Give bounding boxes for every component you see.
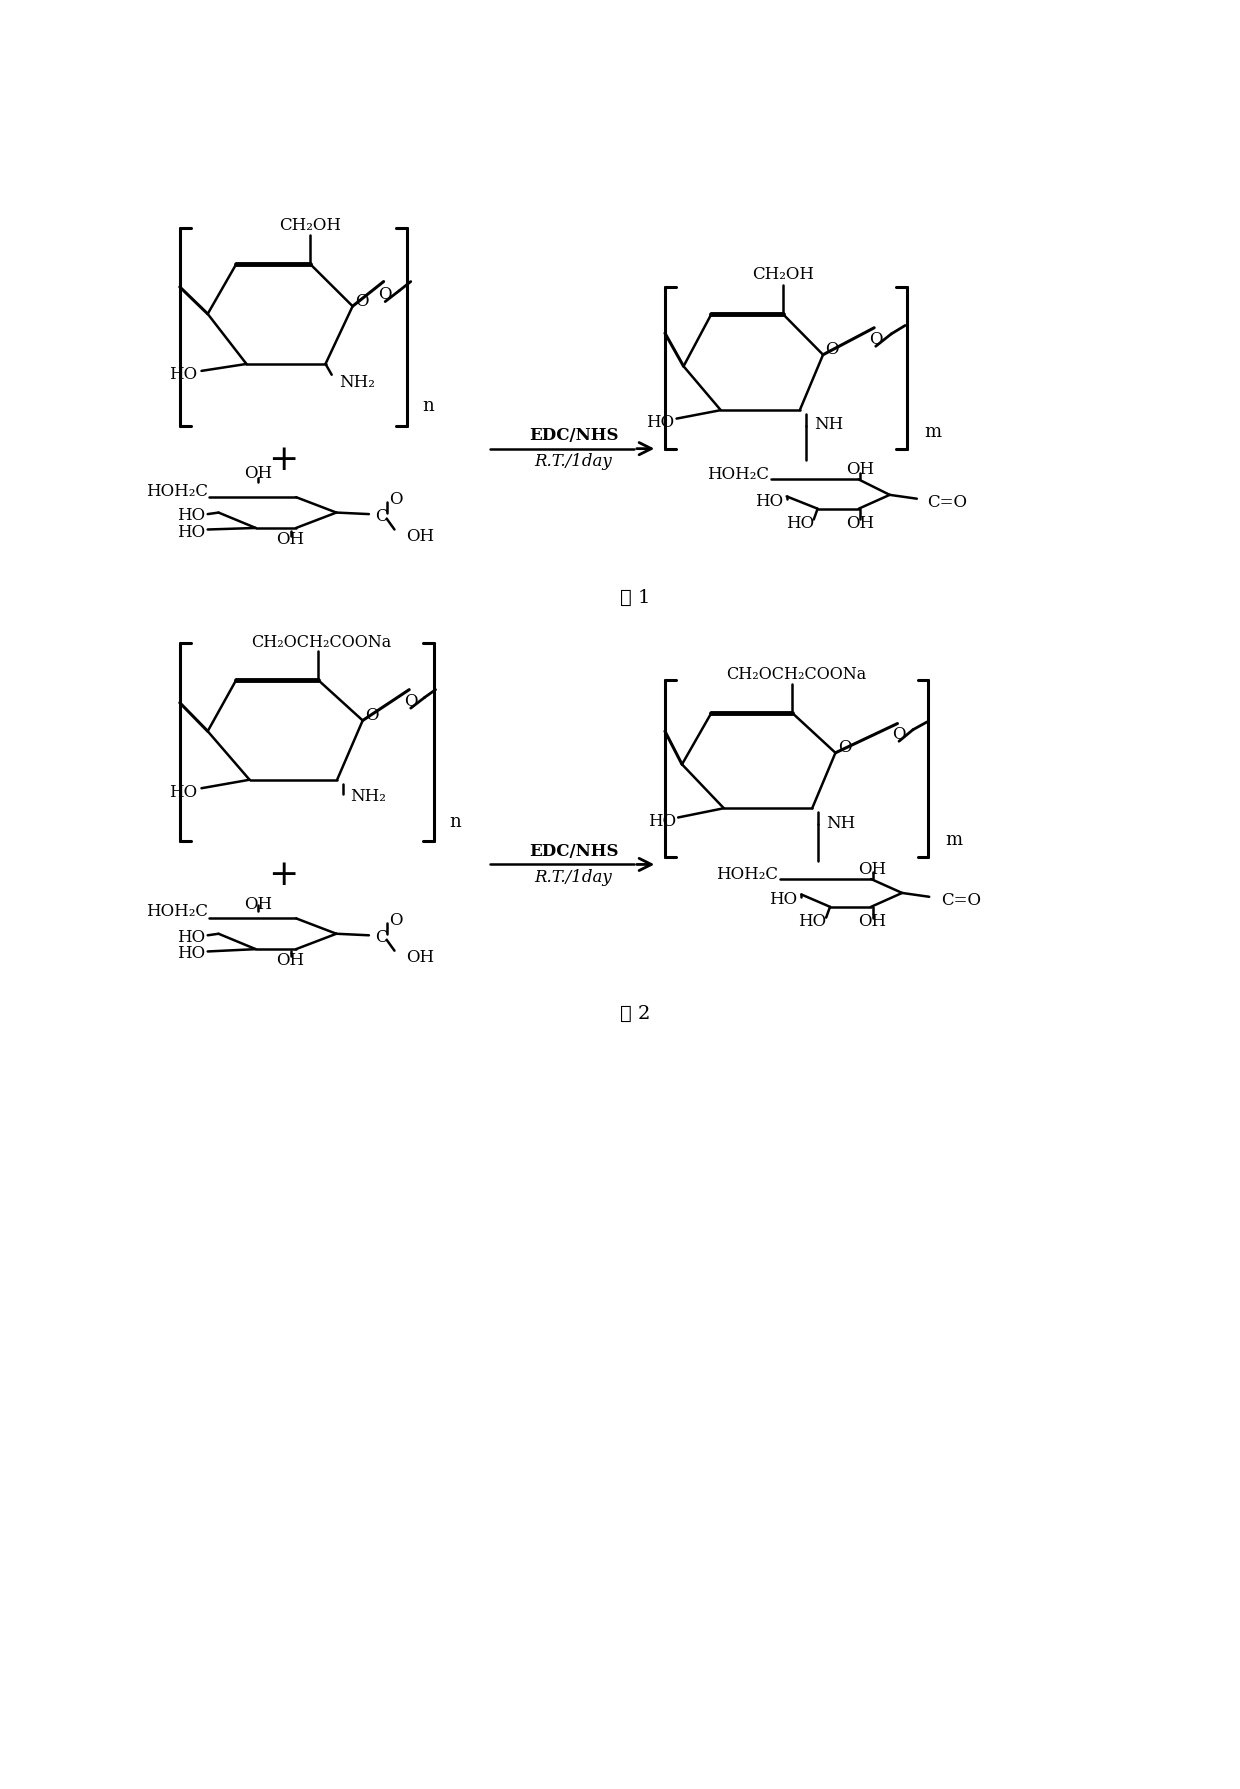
Text: OH: OH [407, 528, 434, 546]
Text: OH: OH [277, 952, 305, 968]
Text: m: m [924, 422, 941, 440]
Text: EDC/NHS: EDC/NHS [528, 428, 619, 444]
Text: HO: HO [755, 492, 782, 510]
Text: C=O: C=O [941, 891, 981, 909]
Text: O: O [366, 707, 378, 723]
Text: HO: HO [177, 945, 206, 962]
Text: O: O [389, 490, 403, 508]
Text: HO: HO [646, 413, 675, 431]
Text: CH₂OH: CH₂OH [279, 216, 341, 234]
Text: O: O [869, 331, 883, 347]
Text: OH: OH [858, 912, 887, 930]
Text: O: O [893, 726, 905, 742]
Text: n: n [449, 812, 461, 830]
Text: HOH₂C: HOH₂C [717, 866, 779, 882]
Text: C: C [374, 508, 388, 524]
Text: O: O [389, 912, 403, 928]
Text: CH₂OCH₂COONa: CH₂OCH₂COONa [252, 633, 392, 649]
Text: CH₂OCH₂COONa: CH₂OCH₂COONa [725, 666, 866, 683]
Text: OH: OH [244, 465, 272, 481]
Text: NH₂: NH₂ [351, 787, 386, 805]
Text: HO: HO [177, 522, 206, 540]
Text: HO: HO [170, 784, 197, 800]
Text: HOH₂C: HOH₂C [707, 465, 769, 483]
Text: HO: HO [177, 506, 206, 524]
Text: O: O [378, 286, 392, 302]
Text: O: O [355, 292, 368, 309]
Text: C: C [374, 928, 388, 946]
Text: O: O [826, 342, 839, 358]
Text: HO: HO [769, 891, 797, 907]
Text: n: n [423, 397, 434, 415]
Text: HO: HO [786, 515, 813, 531]
Text: NH: NH [826, 814, 856, 832]
Text: OH: OH [846, 462, 874, 478]
Text: HO: HO [170, 367, 197, 383]
Text: HO: HO [799, 912, 826, 930]
Text: OH: OH [244, 896, 272, 912]
Text: HOH₂C: HOH₂C [146, 903, 207, 920]
Text: O: O [838, 739, 852, 755]
Text: C=O: C=O [926, 494, 967, 510]
Text: HOH₂C: HOH₂C [146, 483, 207, 501]
Text: EDC/NHS: EDC/NHS [528, 843, 619, 859]
Text: HO: HO [647, 812, 676, 830]
Text: NH: NH [813, 415, 843, 433]
Text: m: m [945, 830, 962, 848]
Text: OH: OH [407, 948, 434, 966]
Text: HO: HO [177, 928, 206, 945]
Text: +: + [268, 442, 298, 476]
Text: OH: OH [846, 515, 874, 531]
Text: OH: OH [858, 861, 887, 877]
Text: R.T./1day: R.T./1day [534, 869, 613, 886]
Text: 图 2: 图 2 [620, 1004, 651, 1023]
Text: OH: OH [277, 531, 305, 547]
Text: NH₂: NH₂ [340, 374, 376, 392]
Text: CH₂OH: CH₂OH [751, 267, 813, 283]
Text: R.T./1day: R.T./1day [534, 453, 613, 471]
Text: 图 1: 图 1 [620, 589, 651, 606]
Text: +: + [268, 859, 298, 893]
Text: O: O [404, 692, 418, 710]
